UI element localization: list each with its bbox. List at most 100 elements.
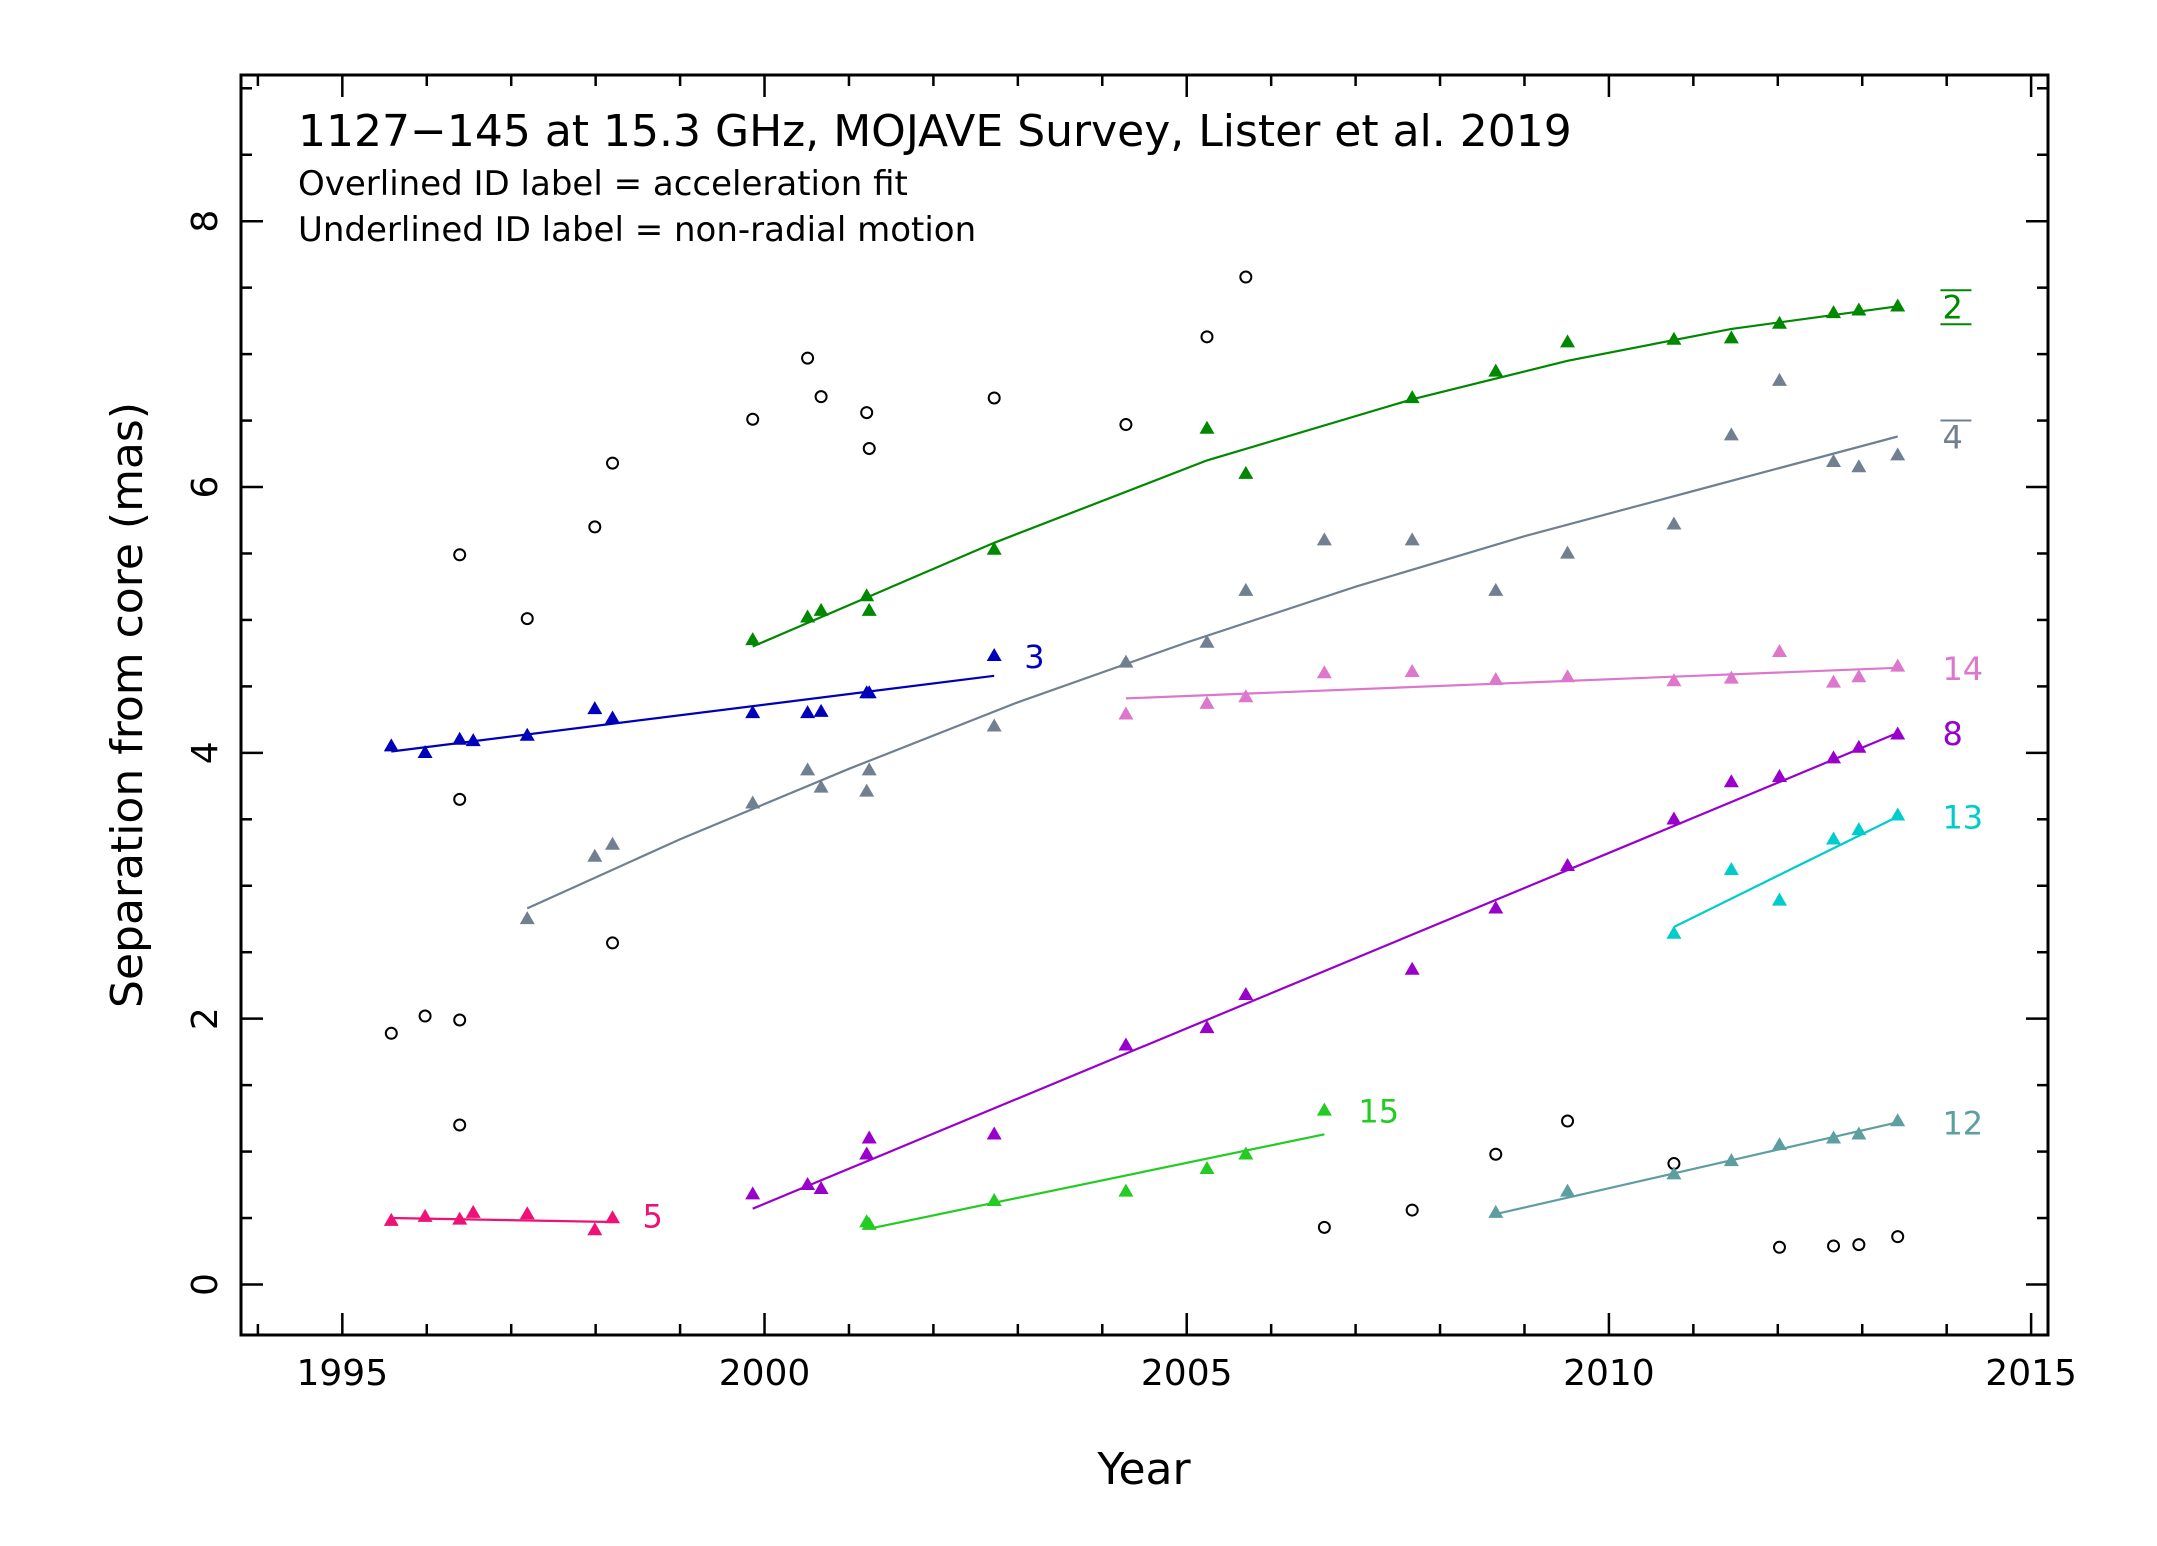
point-component-4	[1723, 427, 1739, 441]
point-component-3	[383, 738, 399, 752]
point-component-8	[1488, 900, 1504, 914]
y-tick-label: 6	[185, 476, 226, 499]
point-component-2	[1560, 334, 1576, 348]
fit-line-component-4	[526, 435, 1898, 910]
unassigned-point	[453, 792, 467, 806]
point-component-14	[1723, 670, 1739, 684]
point-component-14	[1316, 665, 1332, 679]
series-label-3: 3	[1024, 638, 1044, 676]
unassigned-point	[588, 520, 602, 534]
point-component-15	[1238, 1146, 1254, 1160]
point-component-8	[986, 1126, 1002, 1140]
chart-title: 1127−145 at 15.3 GHz, MOJAVE Survey, Lis…	[298, 106, 1572, 157]
subtitle-line-1: Overlined ID label = acceleration fit	[298, 164, 908, 204]
series-label-15: 15	[1358, 1092, 1399, 1130]
point-component-15	[1316, 1102, 1332, 1116]
point-component-4	[745, 795, 761, 809]
point-component-4	[1316, 532, 1332, 546]
point-component-4	[1199, 634, 1215, 648]
point-component-8	[1666, 811, 1682, 825]
unassigned-point	[801, 351, 815, 365]
series-label-13: 13	[1942, 799, 1983, 837]
point-component-2	[1666, 331, 1682, 345]
point-component-4	[1826, 453, 1842, 467]
point-component-2	[1723, 330, 1739, 344]
point-component-4	[1890, 447, 1906, 461]
point-component-2	[1238, 465, 1254, 479]
y-tick-label: 2	[185, 1007, 226, 1030]
point-component-4	[1771, 372, 1787, 386]
series-label-8: 8	[1942, 715, 1962, 753]
point-component-5	[519, 1206, 535, 1220]
point-component-15	[861, 1216, 877, 1230]
point-component-8	[813, 1180, 829, 1194]
fit-line-component-2	[752, 305, 1898, 648]
point-component-12	[1826, 1130, 1842, 1144]
series-label-14: 14	[1942, 650, 1983, 688]
point-component-8	[1771, 768, 1787, 782]
point-component-8	[1404, 961, 1420, 975]
series-label-5: 5	[643, 1197, 663, 1235]
fit-line-component-12	[1495, 1121, 1898, 1216]
fit-line-component-8	[752, 731, 1899, 1210]
unassigned-point	[1317, 1220, 1331, 1234]
subtitle-line-2: Underlined ID label = non-radial motion	[298, 210, 976, 250]
point-component-14	[1826, 674, 1842, 688]
point-component-8	[1118, 1037, 1134, 1051]
unassigned-point	[1405, 1203, 1419, 1217]
point-component-4	[1666, 516, 1682, 530]
unassigned-point	[814, 390, 828, 404]
point-component-12	[1488, 1204, 1504, 1218]
point-component-8	[745, 1186, 761, 1200]
point-component-4	[861, 762, 877, 776]
point-component-3	[745, 705, 761, 719]
unassigned-point	[1239, 270, 1253, 284]
point-component-13	[1890, 807, 1906, 821]
point-component-15	[1118, 1183, 1134, 1197]
point-component-8	[861, 1130, 877, 1144]
point-component-4	[813, 779, 829, 793]
point-component-2	[1404, 390, 1420, 404]
fit-line-component-15	[868, 1133, 1325, 1230]
unassigned-point	[1119, 418, 1133, 432]
point-component-14	[1199, 695, 1215, 709]
point-component-8	[1560, 858, 1576, 872]
point-component-4	[986, 718, 1002, 732]
x-tick-label: 2015	[1985, 1353, 2077, 1394]
point-component-4	[519, 911, 535, 925]
point-component-2	[800, 609, 816, 623]
unassigned-point	[860, 406, 874, 420]
point-component-8	[859, 1146, 875, 1160]
point-component-8	[1238, 986, 1254, 1000]
point-component-12	[1851, 1126, 1867, 1140]
point-component-8	[1826, 750, 1842, 764]
point-component-14	[1666, 673, 1682, 687]
point-component-12	[1666, 1166, 1682, 1180]
point-component-8	[1851, 739, 1867, 753]
unassigned-point	[606, 456, 620, 470]
unassigned-point	[862, 441, 876, 455]
point-component-5	[383, 1212, 399, 1226]
point-component-15	[1199, 1161, 1215, 1175]
point-component-5	[452, 1211, 468, 1225]
unassigned-point	[384, 1026, 398, 1040]
point-component-3	[587, 701, 603, 715]
point-component-5	[605, 1210, 621, 1224]
fit-lines	[391, 305, 1899, 1230]
y-tick-label: 8	[185, 210, 226, 233]
point-component-13	[1771, 892, 1787, 906]
series-label-4: 4	[1942, 419, 1962, 457]
unassigned-point	[1827, 1239, 1841, 1253]
point-component-3	[417, 745, 433, 759]
point-component-2	[813, 602, 829, 616]
point-component-3	[605, 710, 621, 724]
point-component-4	[1488, 582, 1504, 596]
point-component-14	[1118, 706, 1134, 720]
unassigned-point	[453, 1118, 467, 1132]
point-component-13	[1851, 822, 1867, 836]
point-component-12	[1560, 1183, 1576, 1197]
plot-frame	[239, 73, 2050, 1337]
unassigned-point	[1852, 1238, 1866, 1252]
point-component-4	[605, 836, 621, 850]
